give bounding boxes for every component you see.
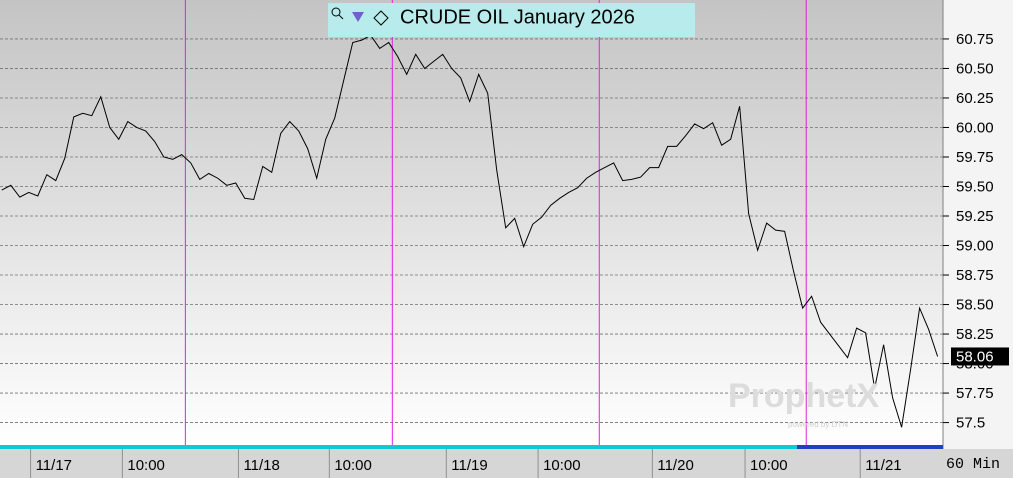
price-line — [1, 34, 939, 428]
x-tick-label: 11/21 — [865, 457, 901, 474]
session-bar — [0, 445, 943, 449]
chart-title: CRUDE OIL January 2026 — [400, 6, 635, 28]
x-tick-label: 10:00 — [543, 457, 581, 474]
zoom-icon-handle — [338, 14, 344, 20]
y-tick-label: 60.25 — [956, 90, 994, 107]
y-tick-label: 59.00 — [956, 237, 994, 254]
x-tick-label: 11/19 — [451, 457, 487, 474]
last-price-box — [951, 347, 1009, 366]
y-tick-label: 60.75 — [956, 31, 994, 48]
interval-label: 60 Min — [946, 456, 1000, 473]
y-tick-label: 57.75 — [956, 385, 994, 402]
y-axis-panel — [943, 0, 1013, 449]
x-axis-panel — [0, 449, 1013, 478]
watermark-sub: powered by DTN — [788, 420, 848, 429]
zoom-icon[interactable] — [331, 7, 341, 17]
y-tick-label: 58.50 — [956, 297, 994, 314]
y-tick-label: 60.50 — [956, 60, 994, 77]
plot-area — [0, 0, 943, 445]
x-tick-label: 10:00 — [127, 457, 165, 474]
x-tick-label: 11/18 — [243, 457, 279, 474]
x-tick-label: 10:00 — [334, 457, 372, 474]
title-background — [328, 3, 695, 37]
y-tick-label: 57.5 — [956, 415, 985, 432]
plot — [0, 0, 943, 445]
y-tick-label: 60.00 — [956, 119, 994, 136]
diamond-icon[interactable] — [373, 10, 389, 26]
title-box: CRUDE OIL January 2026 — [328, 3, 695, 37]
menu-icon[interactable] — [352, 12, 364, 22]
session-bar-current — [797, 445, 943, 449]
y-tick-label: 59.25 — [956, 208, 994, 225]
last-price-label: 58.06 — [956, 348, 994, 365]
y-tick-label: 59.75 — [956, 149, 994, 166]
x-tick-label: 10:00 — [750, 457, 788, 474]
x-tick-label: 11/20 — [657, 457, 693, 474]
y-tick-label: 58.25 — [956, 326, 994, 343]
y-tick-label: 58.75 — [956, 267, 994, 284]
watermark: ProphetX — [728, 377, 879, 415]
y-tick-label: 59.50 — [956, 178, 994, 195]
x-tick-label: 11/17 — [36, 457, 72, 474]
